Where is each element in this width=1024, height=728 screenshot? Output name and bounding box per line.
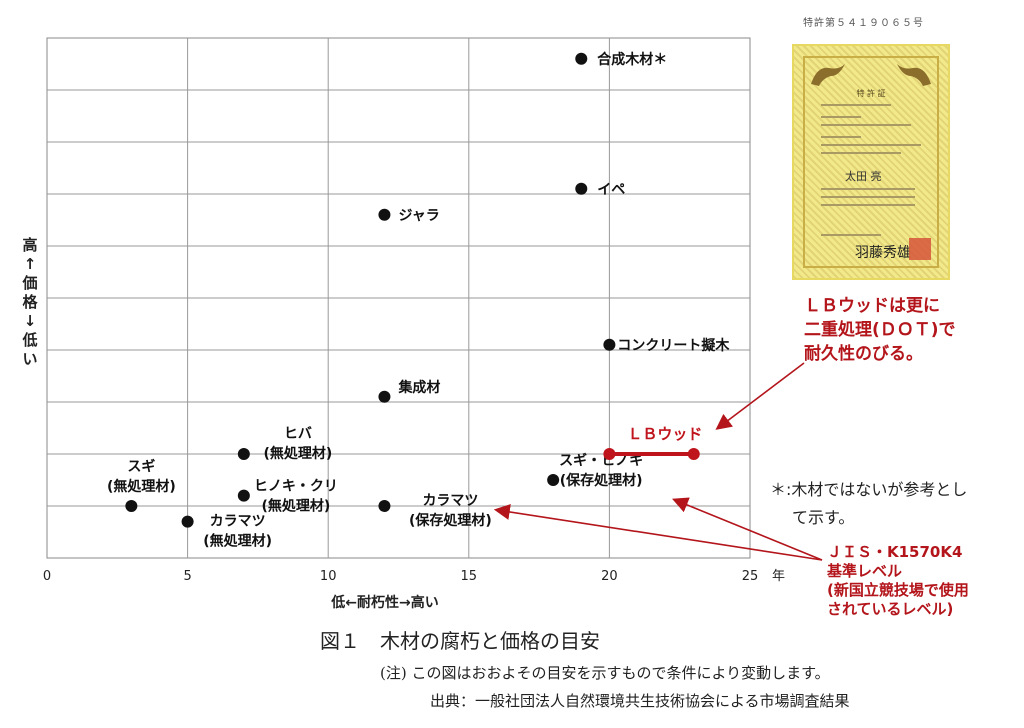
data-label: (無処理材) bbox=[107, 478, 176, 495]
jis-note-line-1: ＪＩＳ・K1570K4 bbox=[827, 543, 963, 561]
footnote-note: (注) この図はおおよその目安を示すもので条件により変動します。 bbox=[380, 664, 830, 682]
jis-note-line-2: 基準レベル bbox=[827, 562, 903, 580]
phoenix-left-icon bbox=[811, 64, 845, 86]
certificate-text-line bbox=[821, 188, 915, 190]
data-label: ヒバ bbox=[284, 426, 312, 442]
certificate-title: 特 許 証 bbox=[856, 89, 886, 98]
jis-arrow-to-sugi-hinoki bbox=[672, 497, 823, 561]
x-axis-unit: 年 bbox=[772, 569, 785, 584]
certificate-text-line bbox=[821, 204, 915, 206]
data-label: (無処理材) bbox=[263, 445, 332, 462]
data-label: 合成木材＊ bbox=[597, 51, 667, 68]
data-point bbox=[181, 515, 194, 528]
data-label: スギ bbox=[127, 458, 155, 475]
data-label: ヒノキ・クリ bbox=[254, 479, 338, 495]
jis-arrow-to-karamatsu bbox=[493, 504, 823, 561]
patent-certificate-image: 特 許 証 太田 亮 羽藤秀雄 bbox=[792, 44, 950, 280]
figure-caption: 図１ 木材の腐朽と価格の目安 bbox=[320, 629, 600, 653]
data-label: イペ bbox=[597, 182, 625, 198]
certificate-text-line bbox=[821, 116, 861, 118]
data-label: コンクリート擬木 bbox=[617, 337, 730, 354]
y-axis-label-char: ↑ bbox=[24, 255, 37, 273]
certificate-text-line bbox=[821, 136, 861, 138]
y-axis-label-char: 高 bbox=[22, 236, 37, 254]
lb-wood-range-start-point bbox=[603, 448, 616, 460]
data-label: スギ・ヒノキ bbox=[559, 452, 643, 469]
data-point bbox=[547, 474, 560, 486]
data-label: (無処理材) bbox=[203, 533, 272, 550]
x-tick-label: 20 bbox=[601, 569, 618, 584]
certificate-text-line bbox=[821, 234, 881, 236]
certificate-text-line bbox=[821, 196, 915, 198]
certificate-text-line bbox=[821, 124, 911, 126]
lb-wood-note: ＬＢウッドは更に 二重処理(ＤＯＴ)で 耐久性のびる。 bbox=[804, 294, 956, 366]
certificate-frame: 特 許 証 太田 亮 羽藤秀雄 bbox=[803, 56, 939, 268]
y-axis-label: 高↑価格↓低い bbox=[21, 236, 38, 368]
data-label: ジャラ bbox=[398, 208, 439, 224]
data-point bbox=[237, 489, 250, 502]
data-point bbox=[378, 500, 391, 512]
y-axis-label-char: 低 bbox=[21, 331, 37, 349]
x-tick-label: 5 bbox=[183, 569, 191, 584]
data-point bbox=[378, 390, 391, 403]
y-axis-label-char: い bbox=[22, 350, 37, 368]
y-axis-label-char: 価 bbox=[21, 274, 37, 292]
certificate-text-line bbox=[821, 104, 891, 106]
x-tick-label: 10 bbox=[320, 569, 337, 584]
x-tick-labels: 0 5 10 15 20 25 bbox=[43, 569, 758, 584]
jis-standard-note: ＪＩＳ・K1570K4 基準レベル (新国立競技場で使用 されているレベル) bbox=[827, 543, 969, 619]
lb-note-line-3: 耐久性のびる。 bbox=[804, 344, 923, 364]
lb-note-line-1: ＬＢウッドは更に bbox=[804, 296, 940, 316]
x-tick-label: 0 bbox=[43, 569, 51, 584]
data-label: (保存処理材) bbox=[409, 512, 492, 529]
lb-note-arrow bbox=[715, 362, 805, 430]
certificate-holder-name: 太田 亮 bbox=[845, 170, 882, 183]
footnote-source: 出典：一般社団法人自然環境共生技術協会による市場調査結果 bbox=[430, 692, 850, 710]
phoenix-right-icon bbox=[897, 64, 931, 86]
certificate-text-line bbox=[821, 144, 921, 146]
data-label: 集成材 bbox=[397, 379, 440, 396]
lb-wood-range: ＬＢウッド bbox=[603, 425, 702, 460]
lb-wood-range-label: ＬＢウッド bbox=[627, 425, 702, 443]
x-axis-label: 低←耐朽性→高い bbox=[330, 594, 438, 611]
x-tick-label: 15 bbox=[461, 569, 478, 584]
certificate-signature: 羽藤秀雄 bbox=[855, 245, 911, 261]
lb-wood-range-end-point bbox=[687, 448, 700, 460]
data-label: (保存処理材) bbox=[560, 472, 643, 489]
x-tick-label: 25 bbox=[742, 569, 759, 584]
certificate-text-line bbox=[821, 152, 901, 154]
data-point bbox=[125, 500, 138, 512]
data-label: カラマツ bbox=[422, 493, 478, 509]
data-label: カラマツ bbox=[210, 514, 266, 530]
asterisk-note-line-2: て示す。 bbox=[792, 508, 855, 527]
patent-number: 特許第５４１９０６５号 bbox=[803, 18, 924, 29]
jis-note-line-3: (新国立競技場で使用 bbox=[827, 581, 969, 599]
data-point bbox=[237, 448, 250, 460]
jis-note-line-4: されているレベル) bbox=[827, 600, 954, 618]
asterisk-note: ＊:木材ではないが参考とし て示す。 bbox=[770, 476, 967, 532]
certificate-seal bbox=[909, 238, 931, 260]
data-points bbox=[125, 52, 616, 528]
annotation-arrows bbox=[493, 362, 823, 561]
data-label: (無処理材) bbox=[261, 498, 330, 515]
chart-grid bbox=[46, 37, 751, 559]
data-point bbox=[575, 182, 588, 195]
lb-note-line-2: 二重処理(ＤＯＴ)で bbox=[804, 320, 956, 340]
y-axis-label-char: 格 bbox=[22, 293, 38, 311]
data-point bbox=[575, 52, 588, 65]
data-point bbox=[603, 338, 616, 351]
y-axis-label-char: ↓ bbox=[24, 312, 37, 330]
data-point bbox=[378, 208, 391, 221]
asterisk-note-line-1: ＊:木材ではないが参考とし bbox=[770, 480, 968, 499]
